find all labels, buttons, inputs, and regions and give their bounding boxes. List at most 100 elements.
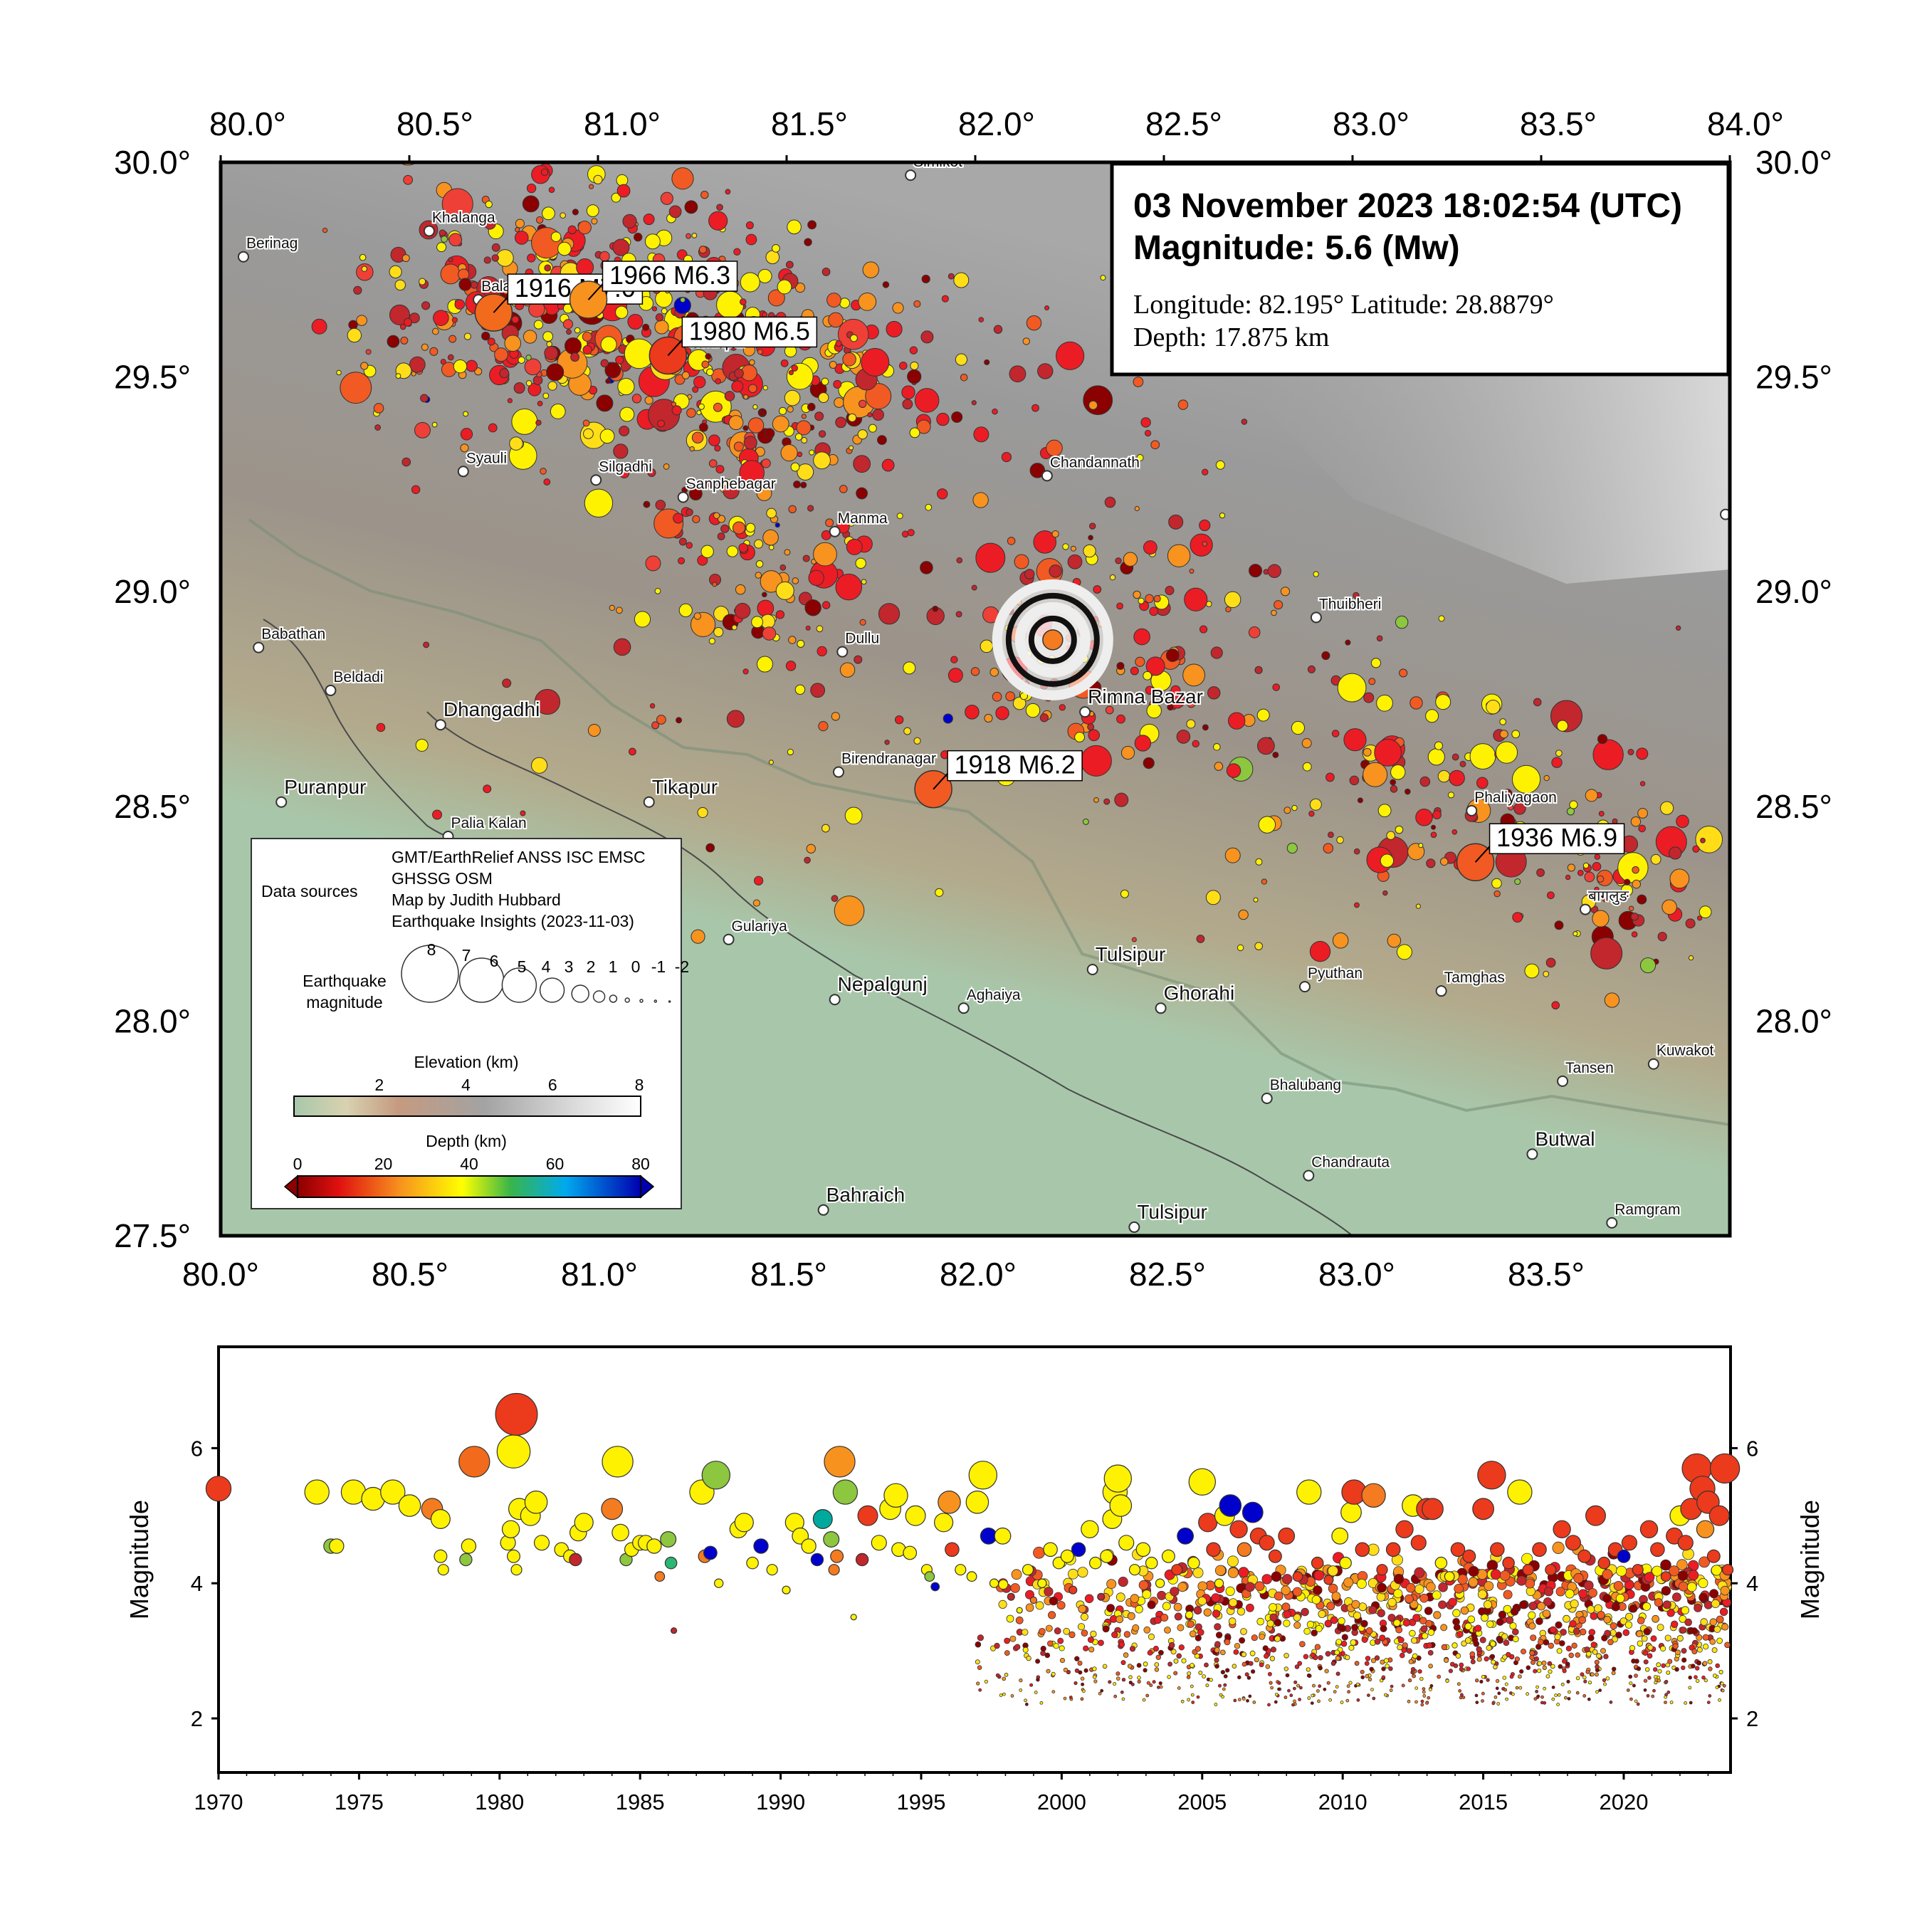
chart-event-point (304, 1479, 330, 1505)
quake-point (1449, 769, 1465, 787)
quake-point (643, 500, 651, 508)
quake-point (1415, 903, 1421, 909)
quake-point (970, 667, 980, 676)
place-marker (1261, 1092, 1273, 1104)
quake-point (745, 221, 754, 230)
quake-point (1376, 694, 1393, 712)
small-event-point (1448, 1597, 1457, 1607)
chart-event-point (855, 1553, 869, 1567)
small-event-point (1509, 1674, 1514, 1679)
small-event-point (1240, 1628, 1247, 1635)
place-label: Aghaiya (967, 987, 1021, 1003)
quake-point (631, 394, 642, 404)
small-event-point (1414, 1700, 1418, 1704)
chart-event-point (1292, 1571, 1303, 1582)
small-event-point (1106, 1604, 1115, 1613)
small-event-point (1475, 1701, 1479, 1705)
small-event-point (1590, 1641, 1597, 1648)
quake-point (1031, 404, 1039, 412)
small-event-point (1187, 1671, 1192, 1676)
epicenter-ring (1005, 592, 1100, 687)
quake-point (805, 625, 811, 631)
quake-point (1435, 694, 1451, 710)
small-event-point (1427, 1629, 1435, 1637)
chart-event-point (501, 1520, 520, 1538)
small-event-point (1381, 1675, 1386, 1680)
small-event-point (1609, 1700, 1613, 1704)
quake-point (491, 243, 500, 252)
small-event-point (1709, 1589, 1719, 1599)
x-tick-label: 1985 (616, 1790, 665, 1814)
quake-point (504, 335, 522, 352)
quake-point (932, 605, 939, 612)
small-event-point (1479, 1637, 1486, 1644)
quake-point (732, 521, 746, 535)
quake-point (726, 710, 745, 728)
small-event-point (1419, 1676, 1424, 1681)
quake-point (616, 184, 631, 198)
small-event-point (1014, 1644, 1021, 1650)
quake-point (1695, 826, 1723, 853)
quake-point (972, 492, 989, 508)
small-event-point (1325, 1651, 1331, 1657)
small-event-point (1241, 1697, 1246, 1701)
small-event-point (1510, 1607, 1519, 1616)
quake-point (861, 579, 867, 585)
place-label: Berinag (246, 236, 298, 252)
chart-event-point (994, 1527, 1012, 1545)
quake-point (775, 610, 785, 619)
small-event-point (1348, 1644, 1355, 1651)
small-event-point (1164, 1627, 1171, 1634)
quake-point (395, 373, 401, 379)
place-marker (325, 684, 337, 696)
small-event-point (1334, 1649, 1340, 1656)
small-event-point (1718, 1669, 1723, 1675)
magnitude-time-chart[interactable]: 1970 1975 1980 1985 1990 1995 2000 2005 2010 2015… (125, 1345, 1825, 1814)
small-event-point (1265, 1664, 1271, 1669)
quake-point (796, 420, 812, 436)
quake-point (463, 411, 468, 417)
small-event-point (1116, 1676, 1120, 1681)
quake-point (1551, 1001, 1560, 1010)
quake-point (593, 174, 603, 184)
small-event-point (1426, 1642, 1433, 1649)
quake-point (1189, 568, 1195, 574)
small-event-point (1664, 1634, 1671, 1641)
quake-point (1056, 341, 1085, 370)
quake-point (1210, 646, 1223, 659)
epicenter-marker[interactable] (992, 579, 1113, 700)
quake-point (542, 392, 550, 399)
quake-point (1062, 543, 1069, 550)
epicenter-ring (1028, 615, 1077, 664)
place-marker (1303, 1170, 1315, 1182)
quake-point (600, 359, 609, 368)
small-event-point (1115, 1592, 1125, 1602)
small-event-point (1533, 1669, 1538, 1674)
small-event-point (1464, 1637, 1471, 1644)
small-event-point (1417, 1669, 1422, 1674)
small-event-point (1283, 1619, 1291, 1627)
quake-point (1182, 663, 1205, 687)
small-event-point (1643, 1627, 1651, 1635)
quake-point (715, 378, 721, 384)
small-event-point (1466, 1666, 1471, 1671)
quake-point (564, 337, 582, 355)
small-event-point (1313, 1570, 1325, 1581)
small-event-point (1121, 1677, 1126, 1682)
quake-point (542, 331, 554, 342)
place-label: Palia Kalan (451, 815, 527, 831)
quake-point (651, 721, 660, 730)
small-event-point (1351, 1599, 1360, 1609)
quake-point (772, 243, 780, 253)
chart-event-point (1444, 1571, 1455, 1582)
small-event-point (1716, 1615, 1724, 1624)
small-event-point (1437, 1674, 1442, 1679)
quake-point (448, 335, 457, 343)
quake-point (1227, 712, 1246, 730)
small-event-point (995, 1673, 1000, 1678)
small-event-point (1503, 1639, 1510, 1646)
small-event-point (1360, 1675, 1365, 1680)
map-panel[interactable]: SimikotKhalangaBerinagBalachChainpurSyau… (114, 105, 1832, 1293)
quake-point (622, 214, 637, 228)
